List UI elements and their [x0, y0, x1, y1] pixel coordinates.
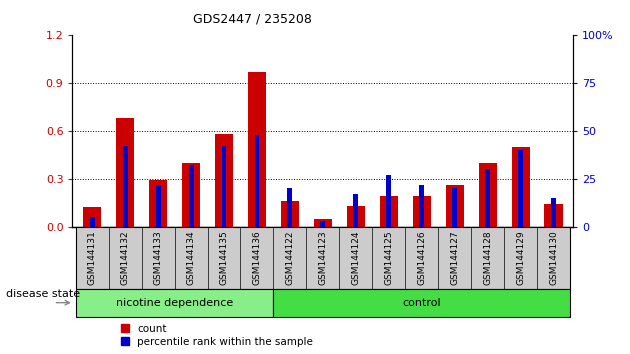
Text: GSM144130: GSM144130 — [549, 230, 558, 285]
Bar — [149, 181, 167, 227]
Bar — [544, 204, 563, 227]
Text: GSM144122: GSM144122 — [285, 230, 294, 285]
Bar — [321, 221, 325, 227]
Text: GSM144135: GSM144135 — [219, 230, 229, 285]
Bar — [413, 196, 431, 227]
Text: GSM144128: GSM144128 — [483, 230, 492, 285]
Bar — [445, 185, 464, 227]
Legend: count, percentile rank within the sample: count, percentile rank within the sample — [118, 321, 316, 349]
Bar — [380, 196, 398, 227]
Bar — [512, 147, 530, 227]
Bar — [123, 146, 128, 227]
Text: control: control — [403, 298, 441, 308]
Bar — [518, 150, 523, 227]
Bar — [89, 217, 94, 227]
Bar — [419, 184, 424, 227]
Text: GSM144134: GSM144134 — [186, 230, 195, 285]
Text: GSM144132: GSM144132 — [121, 230, 130, 285]
Text: GSM144136: GSM144136 — [253, 230, 261, 285]
Bar — [281, 201, 299, 227]
Bar — [83, 207, 101, 227]
Bar — [485, 169, 490, 227]
Bar — [182, 163, 200, 227]
Text: GSM144123: GSM144123 — [318, 230, 328, 285]
Bar — [353, 194, 358, 227]
Bar — [248, 72, 266, 227]
Bar — [452, 188, 457, 227]
Bar — [386, 175, 391, 227]
Text: GSM144129: GSM144129 — [516, 230, 525, 285]
Bar — [479, 163, 496, 227]
Text: GSM144133: GSM144133 — [154, 230, 163, 285]
Bar — [255, 135, 260, 227]
Text: GSM144131: GSM144131 — [88, 230, 97, 285]
Text: GSM144126: GSM144126 — [417, 230, 427, 285]
Text: GDS2447 / 235208: GDS2447 / 235208 — [193, 12, 311, 25]
Bar — [222, 146, 227, 227]
Bar — [116, 118, 134, 227]
Text: GSM144125: GSM144125 — [384, 230, 393, 285]
Bar — [287, 188, 292, 227]
Bar — [188, 165, 193, 227]
Text: GSM144127: GSM144127 — [450, 230, 459, 285]
Text: disease state: disease state — [6, 289, 81, 299]
Bar — [314, 218, 332, 227]
Bar — [215, 134, 233, 227]
Text: nicotine dependence: nicotine dependence — [116, 298, 233, 308]
Bar — [551, 198, 556, 227]
Text: GSM144124: GSM144124 — [352, 230, 360, 285]
Bar — [156, 184, 161, 227]
Bar — [346, 206, 365, 227]
